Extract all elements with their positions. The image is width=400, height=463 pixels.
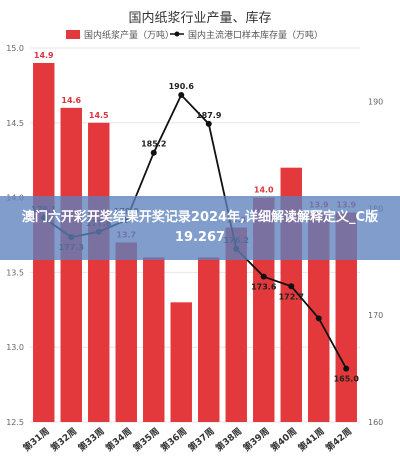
x-tick-label: 第31周 [21,425,52,454]
line-point [315,315,322,322]
right-axis: 190180170160 [368,97,383,427]
bar-value-label: 14.0 [254,186,274,195]
right-tick-label: 170 [368,311,383,320]
bar-value-label: 14.6 [61,96,81,105]
bar [60,107,82,422]
left-tick-label: 13.5 [6,268,24,277]
line-value-label: 172.7 [279,292,304,301]
x-tick-label: 第33周 [76,425,107,454]
bar [88,122,110,423]
line-value-label: 190.6 [169,82,195,91]
bar [335,212,357,422]
line-point [178,92,185,99]
x-tick-label: 第40周 [268,425,299,454]
line-point [205,120,212,127]
x-tick-label: 第32周 [48,425,79,454]
x-tick-label: 第41周 [296,425,327,454]
bar-value-label: 14.9 [34,51,54,60]
legend-bar-label: 国内纸浆产量（万吨） [84,29,174,41]
line-point [150,149,157,156]
x-tick-label: 第37周 [186,425,217,454]
chart-title: 国内纸浆行业产量、库存 [128,10,271,26]
x-tick-label: 第38周 [213,425,244,454]
overlay-banner: 澳门六开彩开奖结果开奖记录2024年,详细解读解释定义_C版19.267 [0,196,400,260]
x-tick-label: 第36周 [158,425,189,454]
bar [170,302,192,422]
line-value-label: 165.0 [334,375,360,384]
bar [198,257,220,422]
x-tick-label: 第34周 [103,425,134,454]
x-tick-label: 第35周 [131,425,162,454]
line-point [343,365,350,372]
line-value-label: 187.9 [196,111,222,120]
legend-line-marker [174,31,180,37]
line-value-label: 185.2 [141,140,166,149]
bar [115,242,137,422]
left-tick-label: 13.0 [6,343,24,352]
left-tick-label: 15.0 [6,44,24,53]
x-tick-label: 第42周 [323,425,354,454]
bar [225,227,247,422]
right-tick-label: 190 [368,97,383,106]
line-point [260,273,267,280]
legend: 国内纸浆产量（万吨） 国内主流港口样本库存量（万吨） [66,29,323,41]
x-axis: 第31周第32周第33周第34周第35周第36周第37周第38周第39周第40周… [21,425,355,454]
left-tick-label: 12.5 [6,418,24,427]
legend-line-label: 国内主流港口样本库存量（万吨） [188,29,323,41]
line-point [288,283,295,290]
right-tick-label: 160 [368,418,383,427]
left-tick-label: 14.5 [6,119,24,128]
overlay-text: 澳门六开彩开奖结果开奖记录2024年,详细解读解释定义_C版19.267 [21,210,379,245]
legend-bar-swatch [66,30,80,39]
bar [143,257,165,422]
line-value-label: 173.6 [251,283,277,292]
x-tick-label: 第39周 [241,425,272,454]
bar-value-label: 14.5 [89,111,109,120]
